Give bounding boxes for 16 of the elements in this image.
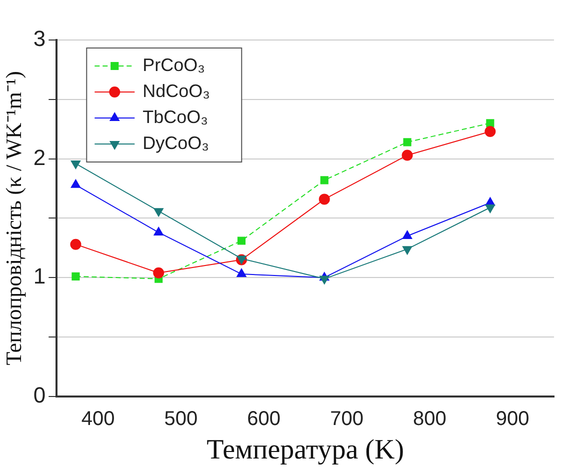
y-tick-label: 3 <box>33 26 46 52</box>
x-axis-title: Температура (K) <box>206 434 404 466</box>
x-tick-label: 700 <box>330 408 364 430</box>
legend-label: TbCoO₃ <box>142 106 208 127</box>
x-tick-label: 800 <box>412 408 446 430</box>
x-tick-label: 400 <box>81 408 115 430</box>
y-tick-label: 0 <box>33 382 46 408</box>
y-tick-label: 1 <box>33 264 46 289</box>
x-tick-label: 600 <box>247 408 281 430</box>
x-tick-label: 500 <box>164 408 198 430</box>
y-axis-title: Теплопровідність (κ / WK⁻¹m⁻¹) <box>0 71 26 366</box>
y-tick-label: 2 <box>33 144 46 170</box>
legend-label: PrCoO₃ <box>142 54 205 75</box>
legend-label: NdCoO₃ <box>142 80 210 101</box>
x-tick-label: 900 <box>496 408 530 430</box>
legend-label: DyCoO₃ <box>142 132 209 153</box>
